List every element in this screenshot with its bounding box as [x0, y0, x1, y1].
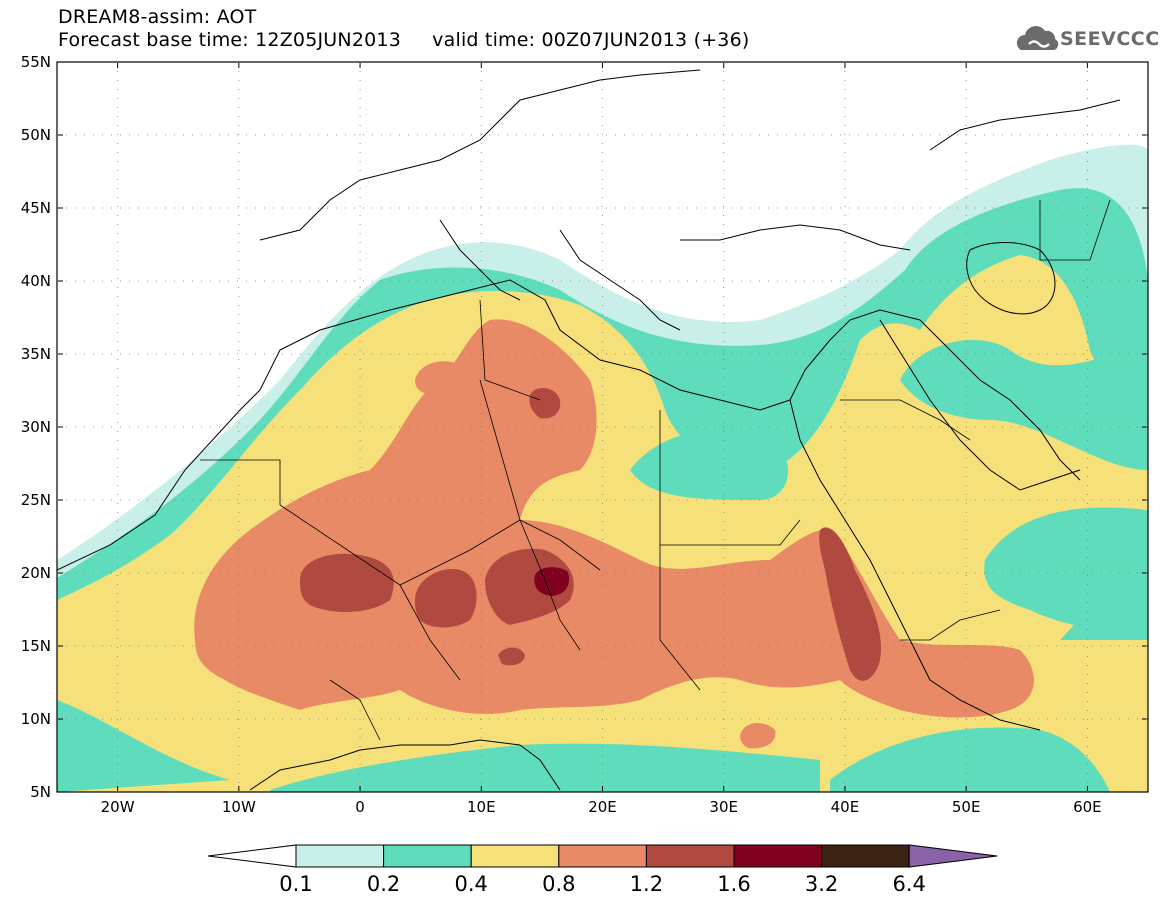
lat-tick-label: 25N: [21, 491, 51, 509]
lat-tick-label: 55N: [21, 53, 51, 71]
colorbar-label: 1.2: [630, 872, 663, 896]
map-ticks: 55N 50N 45N 40N 35N 30N 25N 20N 15N 10N 5N 20W 10W 0 1…: [21, 53, 1148, 816]
chart-title: DREAM8-assim: AOT: [58, 6, 257, 28]
colorbar: 0.1 0.2 0.4 0.8 1.2 1.6 3.2 6.4: [207, 844, 998, 896]
lon-tick-label: 60E: [1073, 798, 1102, 816]
lat-tick-label: 20N: [21, 564, 51, 582]
logo-text: SEEVCCC: [1060, 28, 1160, 50]
lat-tick-label: 40N: [21, 272, 51, 290]
colorbar-label: 6.4: [892, 872, 925, 896]
lon-tick-label: 10W: [222, 798, 256, 816]
coastlines: [57, 69, 1121, 791]
lon-tick-label: 40E: [831, 798, 860, 816]
colorbar-swatch: [821, 844, 910, 868]
lon-tick-label: 20E: [588, 798, 617, 816]
colorbar-swatch: [733, 844, 823, 868]
colorbar-swatch: [645, 844, 735, 868]
aot-level-0.8: [194, 319, 1034, 718]
colorbar-label: 0.8: [542, 872, 575, 896]
lat-tick-label: 35N: [21, 345, 51, 363]
lat-tick-label: 15N: [21, 637, 51, 655]
aot-level-1.2: [300, 553, 394, 612]
colorbar-swatch: [383, 844, 472, 868]
lon-tick-label: 10E: [467, 798, 496, 816]
colorbar-label: 3.2: [805, 872, 838, 896]
lon-tick-label: 50E: [952, 798, 981, 816]
lon-tick-label: 30E: [709, 798, 738, 816]
colorbar-swatch: [470, 844, 560, 868]
colorbar-swatch: [295, 844, 385, 868]
lat-tick-label: 45N: [21, 199, 51, 217]
colorbar-label: 0.2: [367, 872, 400, 896]
lat-tick-label: 50N: [21, 126, 51, 144]
colorbar-above-triangle: [908, 844, 998, 868]
lat-tick-label: 10N: [21, 710, 51, 728]
colorbar-label: 1.6: [717, 872, 750, 896]
colorbar-swatch: [558, 844, 647, 868]
country-borders: [200, 199, 1111, 741]
lat-tick-label: 5N: [30, 783, 51, 801]
lon-tick-label: 20W: [101, 798, 135, 816]
colorbar-label: 0.1: [279, 872, 312, 896]
colorbar-label: 0.4: [454, 872, 487, 896]
colorbar-below-triangle: [207, 844, 297, 868]
cloud-logo-icon: [1016, 26, 1059, 50]
forecast-time-info: Forecast base time: 12Z05JUN2013 valid t…: [58, 29, 750, 51]
lon-tick-label: 0: [355, 798, 365, 816]
aot-fields: [57, 62, 1148, 792]
lat-tick-label: 30N: [21, 418, 51, 436]
